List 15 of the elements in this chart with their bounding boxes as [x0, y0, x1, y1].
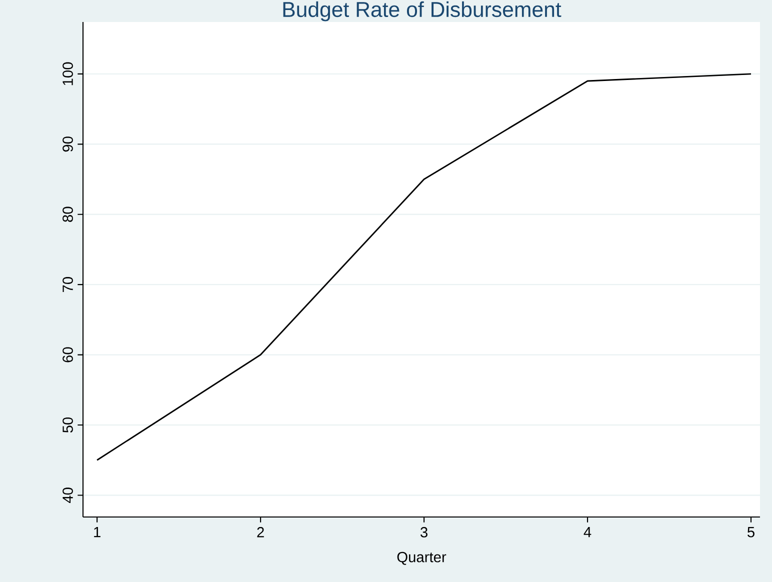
- chart-title: Budget Rate of Disbursement: [283, 1, 562, 22]
- x-tick-label: 2: [257, 527, 264, 538]
- y-tick-label: 90: [62, 136, 73, 152]
- x-axis-title: Quarter: [397, 552, 446, 565]
- y-tick-label: 50: [62, 417, 73, 433]
- x-tick-label: 3: [420, 527, 428, 538]
- y-tick-label: 60: [62, 347, 73, 362]
- y-tick-label: 40: [62, 488, 73, 504]
- y-tick-label: 80: [62, 206, 73, 222]
- line-series: [96, 73, 752, 461]
- x-tick-label: 5: [748, 527, 754, 538]
- x-tick-label: 4: [584, 527, 592, 538]
- x-tick-label: 1: [94, 527, 100, 538]
- y-tick-label: 100: [62, 62, 73, 86]
- y-tick-label: 70: [62, 277, 73, 292]
